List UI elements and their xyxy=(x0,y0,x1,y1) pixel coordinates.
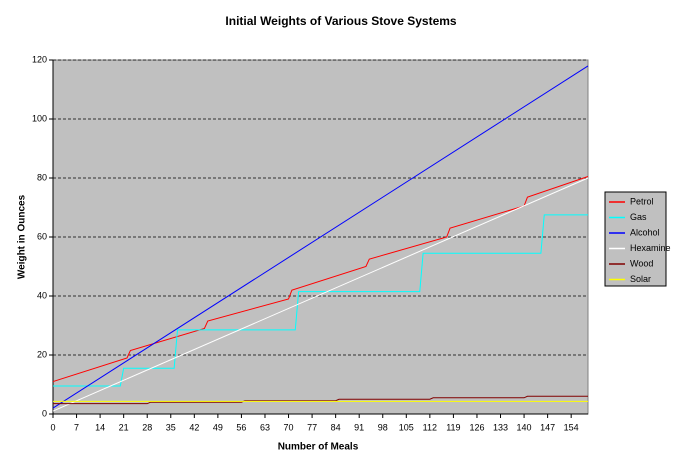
x-tick-label: 154 xyxy=(564,422,579,432)
legend-label: Gas xyxy=(630,212,647,222)
x-tick-label: 84 xyxy=(331,422,341,432)
y-axis-title: Weight in Ounces xyxy=(17,194,28,279)
x-tick-label: 105 xyxy=(399,422,414,432)
x-tick-label: 91 xyxy=(354,422,364,432)
x-tick-label: 7 xyxy=(74,422,79,432)
x-tick-label: 63 xyxy=(260,422,270,432)
y-tick-label: 40 xyxy=(37,290,47,300)
x-axis-title: Number of Meals xyxy=(278,442,359,453)
x-tick-label: 133 xyxy=(493,422,508,432)
x-tick-label: 0 xyxy=(50,422,55,432)
x-tick-label: 49 xyxy=(213,422,223,432)
chart-title: Initial Weights of Various Stove Systems xyxy=(225,14,457,28)
series-line xyxy=(53,395,588,405)
legend xyxy=(604,191,667,287)
x-tick-label: 21 xyxy=(119,422,129,432)
x-tick-label: 14 xyxy=(95,422,105,432)
y-tick-label: 120 xyxy=(32,54,47,64)
y-tick-label: 20 xyxy=(37,349,47,359)
legend-label: Hexamine xyxy=(630,243,671,253)
legend-label: Solar xyxy=(630,274,651,284)
x-tick-label: 126 xyxy=(469,422,484,432)
series-line xyxy=(52,176,589,383)
y-tick-label: 60 xyxy=(37,231,47,241)
series-line xyxy=(52,177,589,412)
series-line xyxy=(52,65,589,409)
y-tick-label: 100 xyxy=(32,113,47,123)
y-tick-label: 0 xyxy=(42,408,47,418)
x-tick-label: 119 xyxy=(446,422,460,432)
x-tick-label: 42 xyxy=(189,422,199,432)
x-tick-label: 112 xyxy=(423,422,437,432)
x-tick-label: 70 xyxy=(284,422,294,432)
series-line xyxy=(53,214,588,387)
x-tick-label: 147 xyxy=(540,422,555,432)
y-tick-label: 80 xyxy=(37,172,47,182)
x-tick-label: 56 xyxy=(236,422,246,432)
legend-label: Wood xyxy=(630,258,653,268)
legend-label: Alcohol xyxy=(630,227,660,237)
x-tick-label: 35 xyxy=(166,422,176,432)
legend-label: Petrol xyxy=(630,196,654,206)
x-tick-label: 98 xyxy=(378,422,388,432)
x-tick-label: 28 xyxy=(142,422,152,432)
x-tick-label: 140 xyxy=(517,422,532,432)
x-tick-label: 77 xyxy=(307,422,317,432)
